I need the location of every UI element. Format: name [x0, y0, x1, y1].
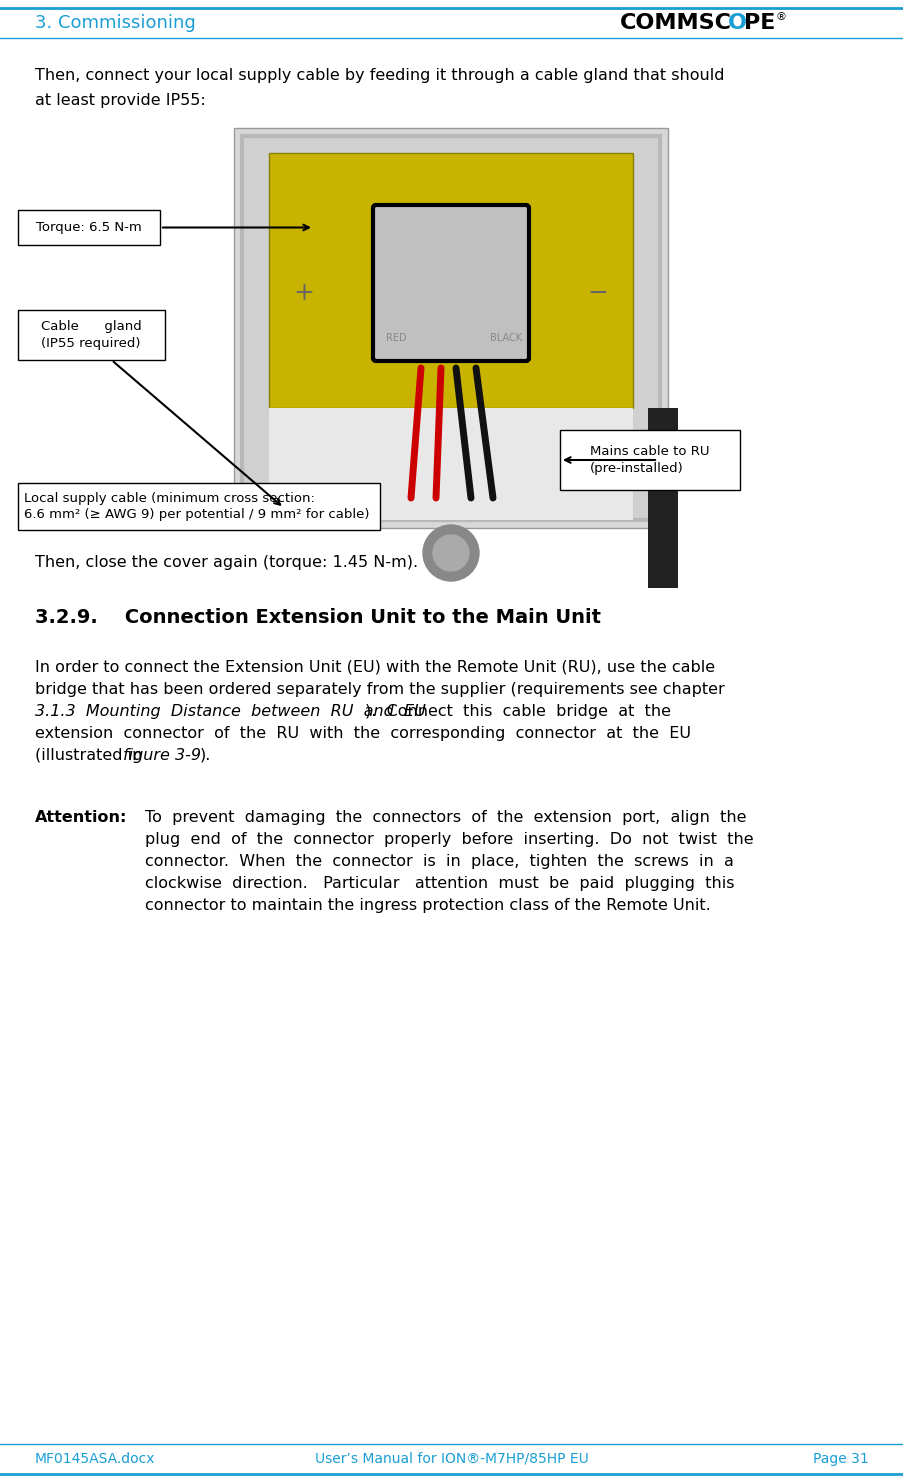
- Text: Attention:: Attention:: [35, 811, 127, 825]
- Text: at least provide IP55:: at least provide IP55:: [35, 93, 206, 108]
- Bar: [242, 136, 659, 520]
- Text: BLACK: BLACK: [489, 333, 522, 342]
- Text: connector.  When  the  connector  is  in  place,  tighten  the  screws  in  a: connector. When the connector is in plac…: [144, 854, 733, 868]
- Text: COMMSC: COMMSC: [619, 13, 731, 33]
- Text: connector to maintain the ingress protection class of the Remote Unit.: connector to maintain the ingress protec…: [144, 898, 710, 913]
- Text: Then, connect your local supply cable by feeding it through a cable gland that s: Then, connect your local supply cable by…: [35, 68, 723, 83]
- Text: Mains cable to RU
(pre-installed): Mains cable to RU (pre-installed): [590, 445, 709, 474]
- Bar: [269, 408, 632, 520]
- Text: 3.2.9.    Connection Extension Unit to the Main Unit: 3.2.9. Connection Extension Unit to the …: [35, 608, 600, 627]
- Text: (illustrated in: (illustrated in: [35, 748, 147, 763]
- Text: Page 31: Page 31: [813, 1452, 868, 1466]
- Text: clockwise  direction.   Particular   attention  must  be  paid  plugging  this: clockwise direction. Particular attentio…: [144, 876, 734, 891]
- Text: Cable      gland
(IP55 required): Cable gland (IP55 required): [41, 320, 142, 350]
- Text: ).: ).: [200, 748, 211, 763]
- FancyBboxPatch shape: [373, 205, 528, 362]
- Text: Local supply cable (minimum cross section:
6.6 mm² (≥ AWG 9) per potential / 9 m: Local supply cable (minimum cross sectio…: [24, 492, 369, 522]
- Circle shape: [423, 525, 479, 581]
- Text: In order to connect the Extension Unit (EU) with the Remote Unit (RU), use the c: In order to connect the Extension Unit (…: [35, 659, 714, 674]
- Bar: [559, 430, 740, 491]
- Text: MF0145ASA.docx: MF0145ASA.docx: [35, 1452, 155, 1466]
- Text: User’s Manual for ION®-M7HP/85HP EU: User’s Manual for ION®-M7HP/85HP EU: [315, 1452, 588, 1466]
- Text: plug  end  of  the  connector  properly  before  inserting.  Do  not  twist  the: plug end of the connector properly befor…: [144, 831, 753, 848]
- Text: 3.1.3  Mounting  Distance  between  RU  and  EU: 3.1.3 Mounting Distance between RU and E…: [35, 704, 425, 719]
- Text: +: +: [293, 282, 314, 305]
- Text: −: −: [587, 282, 608, 305]
- Text: To  prevent  damaging  the  connectors  of  the  extension  port,  align  the: To prevent damaging the connectors of th…: [144, 811, 746, 825]
- Text: ).  Connect  this  cable  bridge  at  the: ). Connect this cable bridge at the: [365, 704, 670, 719]
- Bar: [18, 483, 379, 531]
- Text: Torque: 6.5 N-m: Torque: 6.5 N-m: [36, 221, 142, 234]
- Bar: [647, 408, 677, 588]
- Bar: [18, 210, 160, 245]
- Bar: [269, 153, 632, 408]
- Text: O: O: [727, 13, 746, 33]
- Bar: [18, 310, 165, 360]
- Circle shape: [433, 535, 469, 571]
- Text: PE: PE: [743, 13, 775, 33]
- Text: RED: RED: [386, 333, 405, 342]
- Bar: [234, 127, 667, 528]
- Text: figure 3-9: figure 3-9: [123, 748, 200, 763]
- Text: 3. Commissioning: 3. Commissioning: [35, 13, 196, 33]
- Text: extension  connector  of  the  RU  with  the  corresponding  connector  at  the : extension connector of the RU with the c…: [35, 726, 690, 741]
- Text: bridge that has been ordered separately from the supplier (requirements see chap: bridge that has been ordered separately …: [35, 682, 724, 697]
- Text: ®: ®: [775, 12, 787, 22]
- Text: Then, close the cover again (torque: 1.45 N-m).: Then, close the cover again (torque: 1.4…: [35, 554, 418, 571]
